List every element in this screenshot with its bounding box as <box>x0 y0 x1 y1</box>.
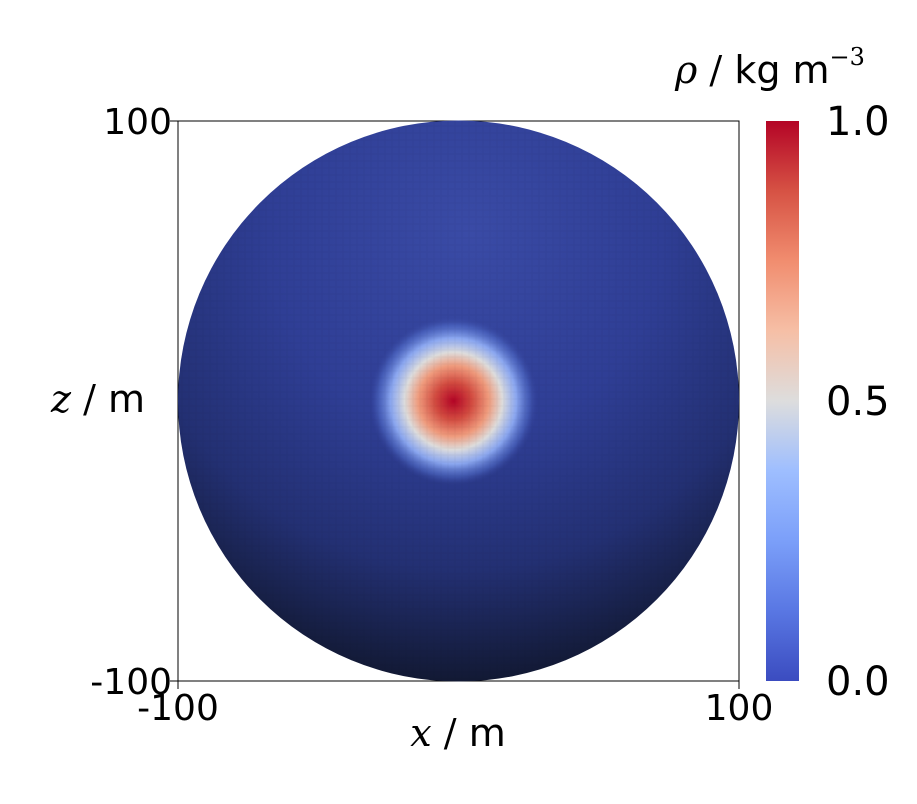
x-axis-variable: x <box>410 711 431 755</box>
colorbar-unit-exponent: −3 <box>830 43 865 71</box>
x-axis-title: x / m <box>410 711 505 755</box>
x-axis-unit: m <box>469 711 506 755</box>
colorbar-title: ρ / kg m−3 <box>674 43 865 92</box>
pixel-overlay <box>178 120 739 682</box>
x-tick-label-min: -100 <box>137 688 219 729</box>
colorbar-variable: ρ <box>674 48 698 92</box>
z-axis-unit: m <box>108 377 145 421</box>
z-axis-title: z / m <box>50 377 145 421</box>
z-tick-label-max: 100 <box>103 102 172 143</box>
colorbar-tick-high: 1.0 <box>826 99 890 145</box>
z-axis-separator: / <box>71 377 108 421</box>
z-tick-label-min: -100 <box>90 662 172 703</box>
z-axis: 100 -100 z / m <box>50 102 178 703</box>
colorbar: 1.0 0.5 0.0 ρ / kg m−3 <box>674 43 890 705</box>
colorbar-tick-low: 0.0 <box>826 659 890 705</box>
colorbar-tick-mid: 0.5 <box>826 379 890 425</box>
colorbar-separator: / <box>697 48 734 92</box>
colorbar-unit: kg m <box>734 48 829 92</box>
density-field <box>178 120 739 682</box>
x-axis-separator: / <box>432 711 469 755</box>
x-axis: -100 100 x / m <box>137 681 773 755</box>
colorbar-gradient <box>766 121 799 681</box>
z-axis-variable: z <box>50 377 72 421</box>
x-tick-label-max: 100 <box>705 688 774 729</box>
